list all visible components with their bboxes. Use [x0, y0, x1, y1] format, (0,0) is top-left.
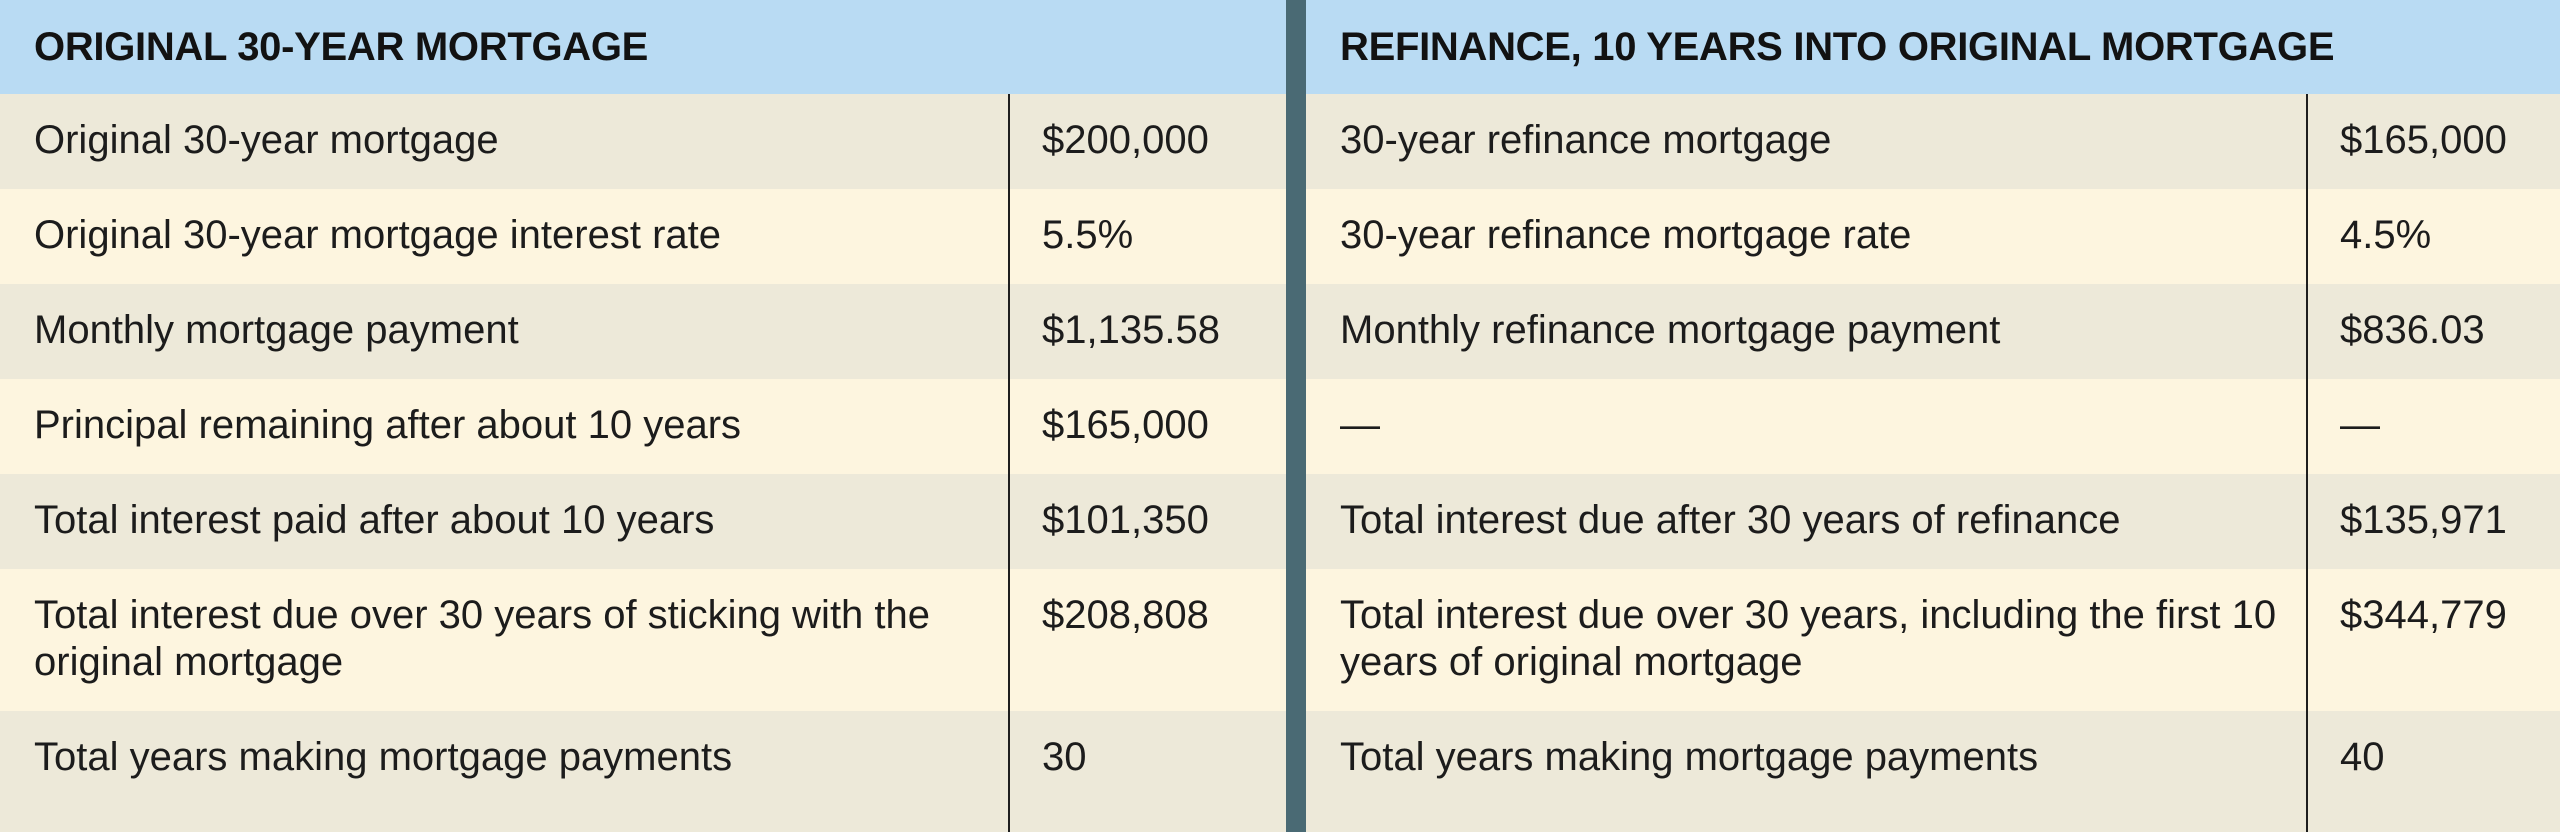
table-row: Principal remaining after about 10 years… [0, 379, 1286, 474]
table-row: Original 30-year mortgage $200,000 [0, 94, 1286, 189]
table-row: Monthly refinance mortgage payment $836.… [1306, 284, 2560, 379]
row-label: Total interest due over 30 years, includ… [1340, 593, 2277, 684]
row-label: Monthly refinance mortgage payment [1340, 308, 2001, 352]
row-label: Original 30-year mortgage interest rate [34, 213, 721, 257]
row-value: $200,000 [1008, 94, 1286, 189]
row-label: Total interest due over 30 years of stic… [34, 593, 931, 684]
row-label: Total years making mortgage payments [1340, 735, 2039, 779]
row-label: Total interest due after 30 years of ref… [1340, 498, 2121, 542]
table-row: Total interest due after 30 years of ref… [1306, 474, 2560, 569]
row-label: 30-year refinance mortgage [1340, 118, 1832, 162]
panel-divider [1286, 0, 1306, 832]
row-label: Original 30-year mortgage [34, 118, 499, 162]
table-row: Total interest paid after about 10 years… [0, 474, 1286, 569]
row-label: Total years making mortgage payments [34, 735, 733, 779]
row-value: $101,350 [1008, 474, 1286, 569]
table-row: 30-year refinance mortgage $165,000 [1306, 94, 2560, 189]
row-value: 5.5% [1008, 189, 1286, 284]
table-row: Original 30-year mortgage interest rate … [0, 189, 1286, 284]
table-row: Total interest due over 30 years, includ… [1306, 569, 2560, 711]
row-label: Total interest paid after about 10 years [34, 498, 715, 542]
row-label: — [1340, 403, 1380, 447]
table-row: Monthly mortgage payment $1,135.58 [0, 284, 1286, 379]
table-row: — — [1306, 379, 2560, 474]
table-row: Total interest due over 30 years of stic… [0, 569, 1286, 711]
row-value: $208,808 [1008, 569, 1286, 711]
row-value: $836.03 [2306, 284, 2560, 379]
refinance-title: REFINANCE, 10 YEARS INTO ORIGINAL MORTGA… [1306, 0, 2560, 94]
refinance-rows: 30-year refinance mortgage $165,000 30-y… [1306, 94, 2560, 832]
row-label: Principal remaining after about 10 years [34, 403, 742, 447]
original-mortgage-panel: ORIGINAL 30-YEAR MORTGAGE Original 30-ye… [0, 0, 1286, 832]
row-value: — [2306, 379, 2560, 474]
table-row: Total years making mortgage payments 30 [0, 711, 1286, 832]
row-value: 30 [1008, 711, 1286, 832]
table-row: 30-year refinance mortgage rate 4.5% [1306, 189, 2560, 284]
row-value: $344,779 [2306, 569, 2560, 711]
row-value: $135,971 [2306, 474, 2560, 569]
row-label: Monthly mortgage payment [34, 308, 519, 352]
row-value: $165,000 [1008, 379, 1286, 474]
row-value: 40 [2306, 711, 2560, 832]
row-value: $165,000 [2306, 94, 2560, 189]
row-label: 30-year refinance mortgage rate [1340, 213, 1912, 257]
table-row: Total years making mortgage payments 40 [1306, 711, 2560, 832]
row-value: 4.5% [2306, 189, 2560, 284]
original-mortgage-rows: Original 30-year mortgage $200,000 Origi… [0, 94, 1286, 832]
row-value: $1,135.58 [1008, 284, 1286, 379]
original-mortgage-title: ORIGINAL 30-YEAR MORTGAGE [0, 0, 1286, 94]
refinance-panel: REFINANCE, 10 YEARS INTO ORIGINAL MORTGA… [1306, 0, 2560, 832]
